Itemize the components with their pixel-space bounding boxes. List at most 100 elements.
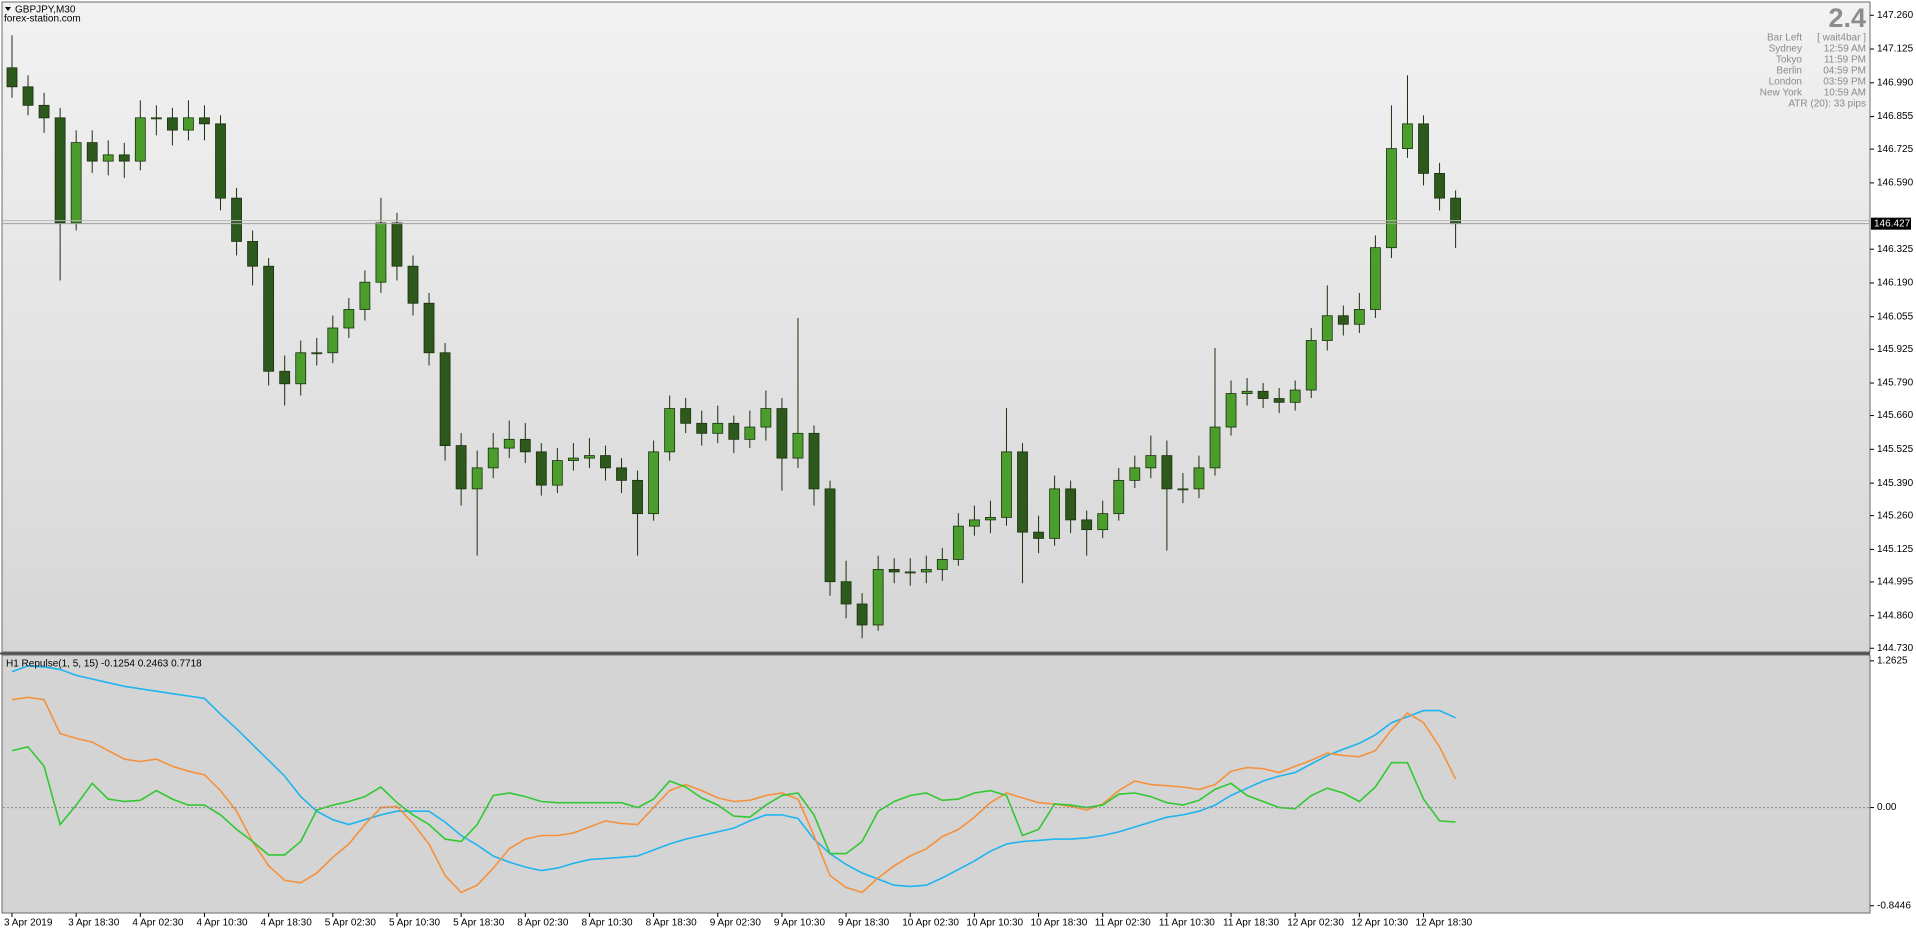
candle-body: [503, 438, 515, 449]
candle-body: [1161, 455, 1173, 490]
candle-body: [856, 603, 868, 626]
candle-body: [535, 451, 547, 486]
candle-body: [1321, 315, 1333, 341]
candle-body: [247, 241, 259, 267]
candle-body: [985, 516, 996, 521]
candle-body: [1305, 340, 1317, 391]
info-key: Berlin: [1776, 66, 1802, 77]
x-tick-label: 9 Apr 02:30: [710, 918, 762, 929]
indicator-line: [11, 746, 1456, 856]
candle-body: [969, 519, 980, 527]
candle-body: [1049, 488, 1060, 539]
x-tick-label: 5 Apr 10:30: [389, 918, 441, 929]
y-tick-label: 1.2625: [1877, 655, 1908, 666]
candle-body: [1081, 519, 1093, 531]
candle-body: [455, 445, 467, 490]
candle-body: [952, 525, 964, 560]
info-key: Bar Left: [1767, 33, 1802, 44]
candle-body: [423, 302, 435, 354]
y-tick-label: 146.855: [1877, 111, 1914, 122]
candle-body: [1273, 398, 1285, 403]
candle-body: [936, 559, 948, 570]
y-tick-label: 145.125: [1877, 544, 1914, 555]
candle-body: [279, 370, 291, 385]
info-key: New York: [1760, 88, 1803, 99]
bid-label-bg: [1871, 217, 1911, 230]
atr-label: ATR (20): 33 pips: [1788, 99, 1866, 110]
info-value: 04:59 PM: [1823, 66, 1866, 77]
x-tick-label: 11 Apr 18:30: [1223, 918, 1279, 929]
candle-body: [118, 154, 130, 162]
candle-body: [487, 447, 499, 469]
candle-body: [1257, 390, 1269, 399]
y-tick-label: 144.730: [1877, 643, 1914, 654]
y-tick-label: 146.055: [1877, 311, 1914, 322]
candle-body: [359, 281, 371, 310]
info-value: [ wait4bar ]: [1817, 33, 1866, 44]
x-tick-label: 3 Apr 18:30: [68, 918, 120, 929]
candle-body: [1209, 426, 1221, 469]
candle-body: [1418, 123, 1429, 174]
candle-body: [872, 569, 884, 626]
indicator-lines: [11, 664, 1457, 894]
menu-triangle[interactable]: [5, 7, 11, 11]
y-tick-label: 0.00: [1877, 802, 1897, 813]
candle-body: [600, 455, 611, 469]
candle-body: [1129, 467, 1141, 481]
candle-body: [1225, 393, 1237, 428]
candle-body: [904, 571, 916, 574]
candle-body: [776, 408, 788, 459]
candle-body: [680, 408, 692, 424]
candle-body: [375, 222, 387, 283]
candle-body: [407, 265, 419, 304]
indicator-line: [11, 664, 1456, 888]
y-tick-label: 147.260: [1877, 10, 1914, 21]
indicator-pane: [1, 654, 1871, 914]
candle-body: [696, 422, 708, 434]
candle-body: [1241, 390, 1253, 394]
candle-body: [792, 432, 804, 459]
x-tick-label: 4 Apr 10:30: [196, 918, 248, 929]
candle-body: [744, 426, 756, 440]
candle-body: [664, 408, 676, 453]
info-value: 03:59 PM: [1823, 77, 1866, 88]
candle-body: [102, 154, 114, 162]
candle-body: [519, 438, 531, 453]
candle-body: [6, 67, 18, 88]
candle-body: [1450, 197, 1461, 225]
candle-body: [70, 142, 82, 224]
x-tick-label: 12 Apr 18:30: [1416, 918, 1473, 929]
candle-body: [439, 352, 451, 446]
candle-body: [22, 86, 34, 106]
bid-label: 146.427: [1874, 218, 1911, 229]
y-tick-label: 146.590: [1877, 178, 1914, 189]
info-key: London: [1769, 77, 1802, 88]
candle-body: [632, 479, 643, 515]
candle-body: [551, 460, 563, 486]
candle-body: [1097, 513, 1109, 531]
info-key: Sydney: [1769, 44, 1802, 55]
candle-body: [183, 117, 194, 131]
y-tick-label: 147.125: [1877, 44, 1914, 55]
x-tick-label: 9 Apr 18:30: [838, 918, 890, 929]
y-tick-label: 145.390: [1877, 478, 1914, 489]
candle-body: [1033, 531, 1044, 539]
x-tick-label: 4 Apr 18:30: [261, 918, 313, 929]
y-tick-label: -0.8446: [1877, 900, 1911, 911]
spread-value: 2.4: [1828, 3, 1866, 33]
candle-body: [343, 309, 355, 329]
y-tick-label: 144.860: [1877, 610, 1914, 621]
candle-body: [263, 265, 275, 372]
x-tick-label: 10 Apr 02:30: [902, 918, 959, 929]
y-tick-label: 146.725: [1877, 144, 1914, 155]
x-tick-label: 10 Apr 10:30: [966, 918, 1023, 929]
y-tick-label: 146.990: [1877, 77, 1914, 88]
candle-body: [1434, 172, 1445, 199]
candle-body: [712, 422, 724, 434]
candle-body: [888, 569, 900, 573]
candle-body: [1145, 455, 1157, 469]
candle-body: [824, 488, 836, 583]
x-tick-label: 8 Apr 18:30: [646, 918, 698, 929]
x-tick-label: 3 Apr 2019: [4, 918, 53, 929]
candle-body: [311, 352, 323, 355]
